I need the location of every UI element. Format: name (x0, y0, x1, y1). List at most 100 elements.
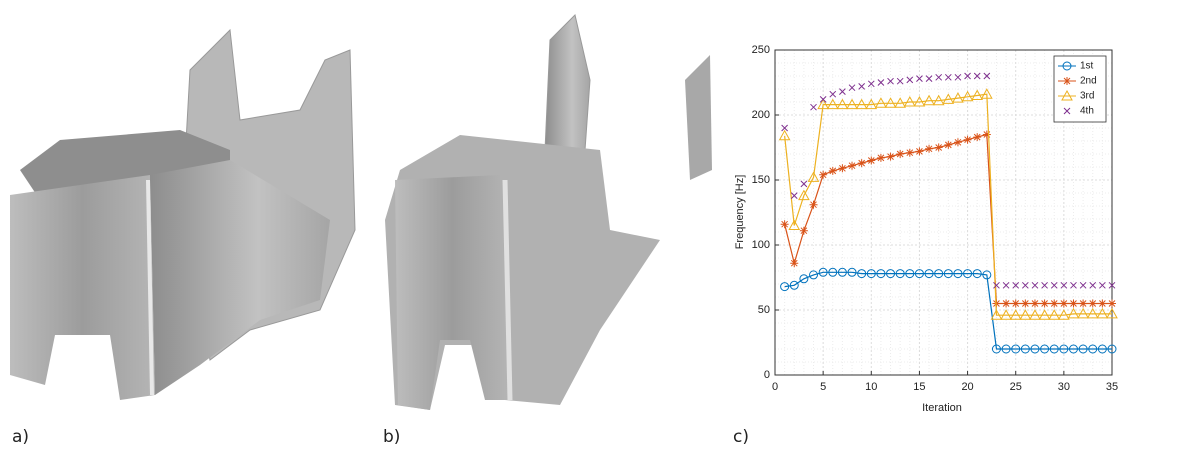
marker (982, 270, 992, 280)
panel-label: b) (383, 427, 400, 447)
marker (913, 95, 926, 107)
marker (867, 80, 875, 88)
y-tick-label: 200 (752, 109, 770, 121)
marker (1041, 281, 1048, 289)
marker (1107, 344, 1117, 354)
marker (1021, 281, 1029, 289)
marker (1088, 344, 1098, 354)
marker (780, 282, 790, 292)
marker (914, 269, 924, 279)
marker (800, 180, 808, 188)
marker (1078, 344, 1088, 354)
marker (944, 73, 952, 81)
marker (896, 150, 905, 158)
marker (1030, 299, 1039, 308)
marker (1063, 77, 1071, 85)
marker (1068, 344, 1078, 354)
marker (1050, 299, 1059, 308)
marker (1061, 89, 1073, 101)
marker (1030, 344, 1040, 354)
marker (924, 269, 934, 279)
marker (942, 93, 955, 104)
marker (1098, 299, 1107, 308)
marker (1088, 299, 1097, 308)
legend-label: 2nd (1080, 76, 1097, 87)
marker (828, 267, 838, 277)
marker (1002, 299, 1011, 308)
marker (1049, 344, 1059, 354)
marker (1067, 307, 1080, 319)
marker (1079, 281, 1087, 289)
marker (799, 226, 808, 235)
marker (780, 220, 789, 229)
marker (935, 73, 943, 81)
marker (790, 259, 799, 268)
marker (1020, 344, 1030, 354)
marker (855, 98, 868, 110)
legend-label: 1st (1080, 61, 1094, 72)
marker (837, 267, 847, 277)
marker (826, 98, 839, 110)
x-tick-label: 35 (1106, 381, 1118, 393)
marker (838, 164, 847, 173)
marker (1040, 299, 1049, 308)
shape-b (385, 14, 712, 410)
marker (1060, 281, 1068, 289)
marker (1019, 309, 1032, 320)
y-tick-label: 250 (752, 44, 770, 56)
marker (1077, 307, 1089, 319)
marker (1106, 307, 1118, 319)
marker (906, 76, 914, 84)
marker (973, 72, 981, 80)
y-tick-label: 150 (752, 174, 770, 186)
marker (915, 147, 924, 156)
marker (964, 72, 971, 80)
marker (866, 269, 876, 279)
marker (923, 94, 935, 106)
x-tick-label: 15 (913, 381, 925, 393)
marker (1011, 299, 1020, 308)
marker (953, 138, 962, 147)
marker (1059, 344, 1069, 354)
marker (781, 124, 788, 132)
y-tick-label: 0 (764, 369, 770, 381)
marker (905, 148, 914, 157)
marker (799, 274, 809, 284)
panel-label: c) (733, 427, 749, 447)
marker (1038, 309, 1051, 320)
marker (971, 89, 984, 100)
x-tick-label: 20 (961, 381, 973, 393)
marker (886, 152, 895, 161)
y-axis-title: Frequency [Hz] (734, 175, 746, 250)
marker (1012, 281, 1020, 289)
marker (839, 88, 846, 95)
marker (887, 77, 894, 85)
marker (934, 143, 943, 152)
marker (953, 269, 963, 279)
x-tick-label: 10 (865, 381, 877, 393)
marker (954, 73, 962, 81)
marker (894, 97, 907, 108)
marker (876, 153, 885, 162)
chart: Iteration Frequency [Hz] 0 5 10 15 20 25 30 35 0… (734, 44, 1118, 414)
marker (865, 98, 878, 110)
marker (1062, 61, 1072, 71)
marker (982, 130, 991, 139)
marker (1099, 281, 1106, 289)
marker (1079, 299, 1088, 308)
panel-label: a) (12, 427, 29, 447)
marker (836, 98, 849, 110)
marker (895, 269, 905, 279)
marker (810, 103, 817, 111)
marker (819, 170, 828, 179)
marker (903, 95, 916, 107)
marker (1108, 281, 1116, 289)
marker (1048, 309, 1061, 320)
marker (886, 269, 896, 279)
marker (993, 281, 1000, 289)
x-tick-label: 0 (772, 381, 778, 393)
marker (983, 72, 991, 80)
marker (809, 200, 818, 209)
marker (798, 189, 810, 201)
marker (973, 133, 982, 142)
